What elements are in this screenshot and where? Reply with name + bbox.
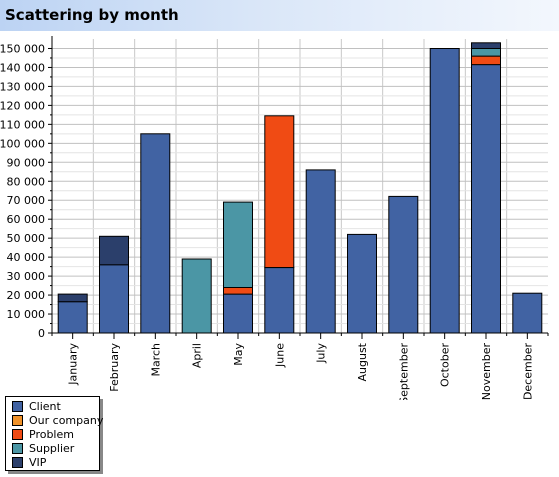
bar-segment	[99, 264, 129, 334]
legend-item: VIP	[12, 455, 46, 469]
grid	[52, 39, 548, 334]
chart-title-bar: Scattering by month	[0, 0, 559, 31]
y-tick-label: 100 000	[0, 137, 45, 150]
stacked-bar-chart: 0 10 000 20 000 30 000 40 000 50 000 60 000 70 …	[0, 36, 549, 400]
bar-segment	[57, 301, 88, 334]
y-tick-label: 20 000	[7, 289, 46, 302]
bar-segment	[429, 48, 460, 334]
bar-segment	[305, 169, 336, 334]
bar-segment	[471, 55, 501, 66]
x-tick-label: May	[232, 343, 245, 366]
y-tick-label: 70 000	[7, 194, 46, 207]
bar-segment	[264, 267, 295, 334]
bar-segment	[512, 292, 543, 334]
bars	[57, 42, 543, 334]
legend-swatch	[12, 442, 23, 454]
x-tick-label: August	[356, 342, 369, 381]
legend-swatch	[12, 400, 23, 412]
axes	[48, 36, 549, 339]
y-tick-label: 10 000	[7, 308, 46, 321]
legend-item: Supplier	[12, 441, 74, 455]
bar-segment	[223, 201, 253, 289]
x-tick-label: October	[439, 343, 452, 387]
y-tick-label: 80 000	[7, 175, 46, 188]
y-tick-label: 150 000	[0, 42, 45, 55]
bar-segment	[181, 258, 212, 334]
y-tick-label: 90 000	[7, 156, 46, 169]
x-tick-label: March	[149, 343, 162, 377]
bar-segment	[57, 293, 88, 303]
legend-label: Client	[29, 399, 61, 413]
tick-labels: 0 10 000 20 000 30 000 40 000 50 000 60 000 70 …	[0, 42, 534, 400]
bar-segment	[99, 235, 129, 266]
x-tick-label: September	[397, 343, 410, 400]
y-tick-label: 50 000	[7, 232, 46, 245]
legend-label: Supplier	[29, 441, 75, 455]
bar-segment	[388, 195, 419, 334]
x-tick-label: January	[67, 343, 80, 386]
legend-swatch	[12, 428, 23, 440]
x-tick-label: December	[521, 343, 534, 400]
legend-swatch	[12, 456, 23, 468]
y-tick-label: 0	[38, 327, 45, 340]
x-tick-label: February	[108, 343, 121, 392]
x-tick-label: July	[315, 343, 328, 364]
y-tick-label: 120 000	[0, 99, 45, 112]
bar-segment	[223, 287, 253, 295]
bar-segment	[471, 64, 501, 334]
bar-segment	[140, 133, 171, 334]
y-tick-label: 130 000	[0, 80, 45, 93]
y-tick-label: 110 000	[0, 118, 45, 131]
x-tick-label: June	[273, 343, 286, 368]
legend: Client Our company Problem Supplier VIP	[5, 396, 103, 471]
legend-item: Our company	[12, 413, 103, 427]
bar-segment	[223, 293, 253, 334]
legend-label: Problem	[29, 427, 74, 441]
y-tick-label: 60 000	[7, 213, 46, 226]
y-tick-label: 30 000	[7, 270, 46, 283]
legend-label: VIP	[29, 455, 47, 469]
y-tick-label: 140 000	[0, 61, 45, 74]
bar-segment	[471, 42, 501, 49]
legend-item: Problem	[12, 427, 74, 441]
bar-segment	[264, 115, 295, 268]
chart-title: Scattering by month	[5, 6, 179, 24]
bar-segment	[347, 233, 377, 334]
legend-item: Client	[12, 399, 61, 413]
legend-swatch	[12, 414, 23, 426]
x-tick-label: November	[480, 343, 493, 400]
y-tick-label: 40 000	[7, 251, 46, 264]
legend-label: Our company	[29, 413, 104, 427]
bar-segment	[471, 48, 501, 57]
x-tick-label: April	[191, 343, 204, 368]
